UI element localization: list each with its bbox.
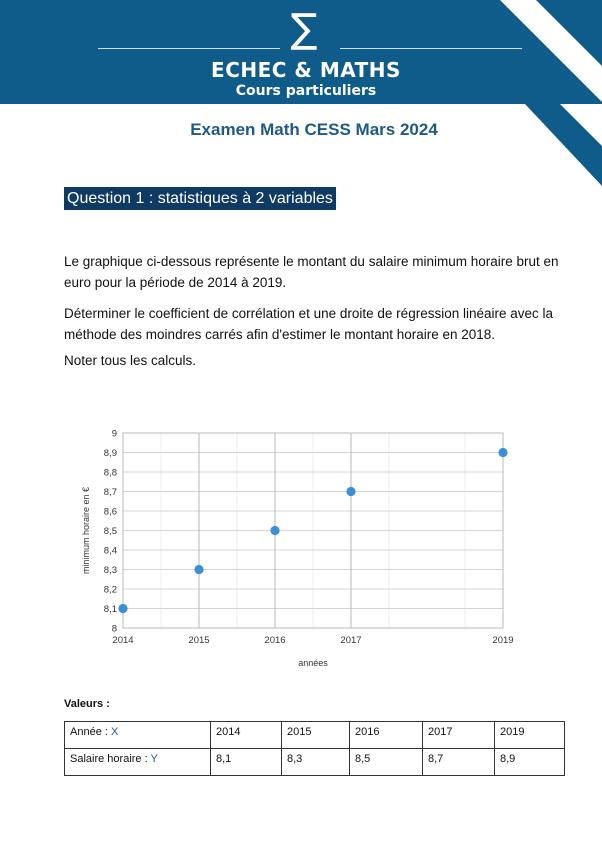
question-heading: Question 1 : statistiques à 2 variables [64,187,336,210]
y-tick-label: 8,8 [104,468,117,479]
row-label-salary: Salaire horaire : Y [64,748,211,776]
brand-name: ECHEC & MATHS [211,58,401,82]
corner-white-stripe [500,0,602,102]
data-point [270,525,280,536]
corner-decoration [500,0,602,186]
row-label-text: Salaire horaire : [70,753,151,765]
question-paragraph-2: Déterminer le coefficient de corrélation… [64,306,554,342]
scatter-chart: 8 8,1 8,2 8,3 8,4 8,5 8,6 8,7 8,8 8,9 9 2014 2015 201… [81,429,514,669]
y-tick-label: 8,5 [104,526,117,537]
x-tick-label: 2016 [264,635,285,646]
y-tick-label: 8,9 [104,448,117,459]
values-table: Année : X 2014 2015 2016 2017 2019 Salai… [64,721,565,776]
question-paragraph-1: Le graphique ci-dessous représente le mo… [64,254,559,290]
y-tick-label: 8 [112,624,117,635]
data-point [118,603,128,614]
table-cell: 2015 [281,721,350,749]
table-cell: 8,5 [349,748,423,776]
table-cell: 8,3 [281,748,350,776]
exam-title: Examen Math CESS Mars 2024 [190,120,438,139]
banner-rule-right [340,48,522,49]
x-tick-label: 2015 [188,635,209,646]
table-cell: 2014 [210,721,282,749]
data-point [194,564,204,575]
question-paragraph-3: Noter tous les calculs. [64,353,197,368]
table-cell: 8,1 [210,748,282,776]
data-point [346,486,356,497]
banner-rule-left [98,48,280,49]
corner-blue-stripe [525,104,602,186]
x-tick-label: 2019 [492,635,513,646]
table-cell: 2017 [422,721,495,749]
table-cell: 8,9 [494,748,565,776]
table-cell: 2019 [494,721,565,749]
row-label-year: Année : X [64,721,211,749]
header-banner: ∑ ECHEC & MATHS Cours particuliers [0,0,602,104]
brand-tagline: Cours particuliers [235,83,377,99]
y-tick-label: 8,7 [104,487,117,498]
y-tick-label: 8,6 [104,507,117,518]
x-tick-label: 2014 [112,635,133,646]
table-row-salary: Salaire horaire : Y 8,1 8,3 8,5 8,7 8,9 [64,748,565,776]
values-label: Valeurs : [64,698,110,710]
y-tick-label: 9 [112,429,117,440]
variable-x: X [110,726,119,738]
y-tick-label: 8,4 [104,546,117,557]
variable-y: Y [150,753,158,765]
y-tick-label: 8,2 [104,585,117,596]
x-axis-label: années [298,658,328,668]
data-point [498,447,508,458]
x-tick-label: 2017 [340,635,361,646]
table-cell: 2016 [349,721,423,749]
row-label-text: Année : [70,726,111,738]
table-row-year: Année : X 2014 2015 2016 2017 2019 [64,721,565,749]
y-tick-label: 8,3 [104,565,117,576]
plot-frame [122,432,504,629]
table-cell: 8,7 [422,748,495,776]
sigma-logo-icon: ∑ [290,6,318,52]
y-axis-label: minimum horaire en € [81,487,91,574]
y-tick-label: 8,1 [104,604,117,615]
